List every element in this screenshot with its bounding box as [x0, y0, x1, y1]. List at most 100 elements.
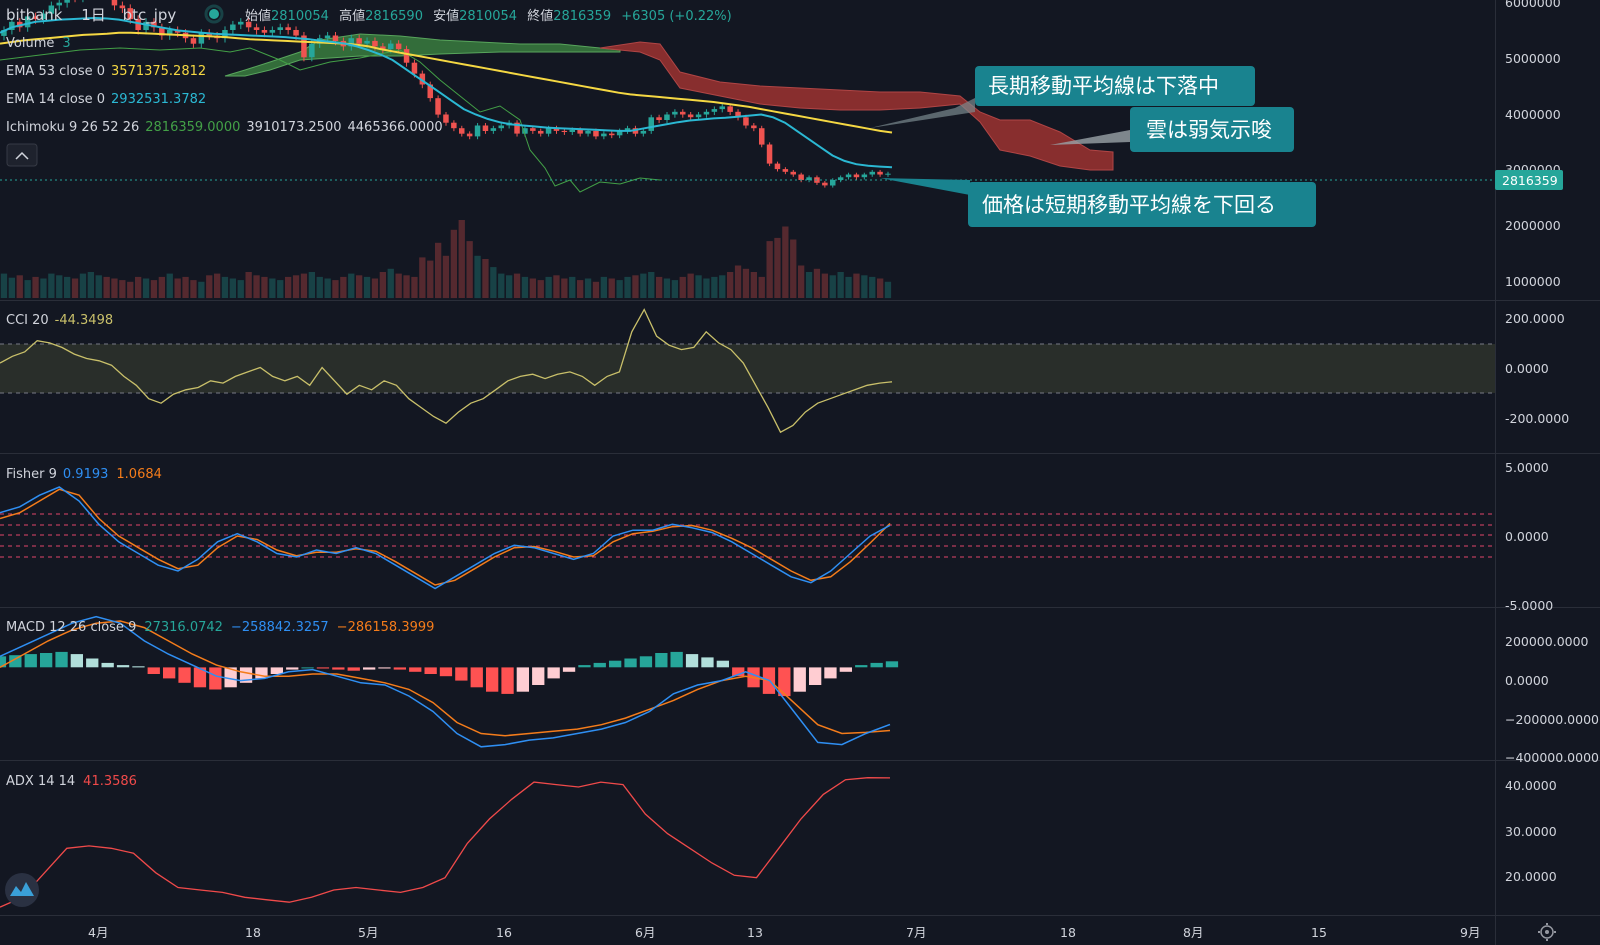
macd-legend[interactable]: MACD 12 26 close 9 27316.0742 −258842.3257…: [6, 620, 434, 635]
volume-bar: [237, 280, 244, 298]
cci-legend[interactable]: CCI 20 -44.3498: [6, 313, 113, 328]
axis-tick-label: 200.0000: [1505, 311, 1565, 326]
price-axis[interactable]: 6000000 5000000 4000000 3000000 2000000 …: [1505, 0, 1561, 289]
tradingview-logo-icon[interactable]: [5, 873, 39, 907]
volume-bar: [750, 272, 757, 298]
candle-body: [743, 117, 749, 126]
annotation-long-ma[interactable]: 長期移動平均線は下落中: [870, 66, 1255, 128]
volume-bar: [64, 276, 71, 298]
volume-bar: [56, 275, 63, 299]
time-axis[interactable]: 4月 18 5月 16 6月 13 7月 18 8月 15 9月: [88, 925, 1480, 940]
adx-legend[interactable]: ADX 14 14 41.3586: [6, 774, 137, 789]
time-tick-label: 16: [496, 925, 512, 940]
time-tick-label: 18: [1060, 925, 1076, 940]
volume-bar: [837, 272, 844, 298]
axis-tick-label: 1000000: [1505, 274, 1561, 289]
volume-bar: [679, 276, 686, 298]
ichimoku-value-2: 3910173.2500: [246, 120, 341, 135]
adx-panel[interactable]: [0, 777, 891, 908]
open-label: 始値: [245, 8, 271, 24]
annotation-cloud[interactable]: 雲は弱気示唆: [1050, 107, 1294, 152]
indicator-legend[interactable]: Volume 3 EMA 53 close 0 3571375.2812 EMA 1…: [6, 36, 443, 135]
fisher-legend[interactable]: Fisher 9 0.9193 1.0684: [6, 467, 162, 482]
adx-axis: 40.0000 30.0000 20.0000: [1505, 778, 1557, 884]
candle-body: [545, 128, 552, 134]
collapse-legend-button[interactable]: [6, 143, 38, 167]
candle-body: [514, 122, 520, 134]
annotation-pointer: [1050, 130, 1130, 145]
macd-histogram-bar: [363, 667, 376, 670]
axis-tick-label: 5.0000: [1505, 460, 1549, 475]
macd-histogram-bar: [316, 667, 330, 669]
svg-text:始値2810054 高値2816590: 始値2810054 高値2816590 安値2810054 終値2816359 …: [245, 8, 732, 24]
candle-body: [719, 106, 725, 110]
symbol[interactable]: btc_jpy: [123, 6, 177, 25]
fisher-panel[interactable]: [0, 486, 1495, 590]
volume-bar: [711, 276, 718, 298]
volume-bar: [285, 276, 292, 298]
volume-bar: [703, 278, 710, 298]
candle-body: [277, 27, 283, 30]
candle-body: [561, 130, 568, 132]
macd-histogram-bar: [624, 658, 637, 668]
fisher-trigger-line: [0, 488, 891, 586]
volume-bar: [663, 278, 671, 298]
volume-bar: [758, 276, 765, 298]
volume-bar: [506, 275, 513, 299]
fisher-value-2: 1.0684: [116, 467, 162, 482]
volume-bar: [458, 220, 465, 298]
candle-body: [380, 46, 386, 50]
candle-body: [40, 13, 47, 20]
annotation-text: 長期移動平均線は下落中: [988, 74, 1219, 98]
volume-bar: [450, 229, 457, 299]
annotation-price[interactable]: 価格は短期移動平均線を下回る: [880, 178, 1316, 227]
candle-body: [593, 130, 599, 137]
time-tick-label: 5月: [358, 925, 378, 940]
volume-bar: [561, 278, 568, 298]
ichimoku-value-3: 4465366.0000: [348, 120, 443, 135]
volume-bar: [221, 276, 229, 298]
axis-tick-label: 0.0000: [1505, 673, 1549, 688]
volume-bar: [348, 273, 355, 298]
candle-body: [238, 21, 244, 25]
price-panel[interactable]: 長期移動平均線は下落中 雲は弱気示唆 価格は短期移動平均線を下回る: [0, 0, 1495, 299]
volume-bar: [853, 273, 860, 298]
candle-body: [301, 35, 307, 58]
candle-body: [198, 32, 205, 44]
candle-body: [577, 129, 583, 134]
volume-bar: [435, 242, 442, 299]
macd-histogram-bar: [732, 667, 745, 677]
macd-histogram-bar: [793, 667, 806, 692]
volume-bar: [150, 280, 158, 298]
ichimoku-label: Ichimoku 9 26 52 26: [6, 120, 139, 135]
macd-histogram-bar: [9, 655, 22, 668]
interval[interactable]: 1日: [81, 6, 106, 24]
volume-bar: [71, 278, 79, 298]
candle-body: [735, 111, 741, 118]
macd-histogram-bar: [286, 667, 299, 670]
candle-body: [885, 173, 891, 175]
candle-body: [356, 38, 362, 44]
candle-body: [135, 19, 141, 30]
ema53-value: 3571375.2812: [111, 64, 206, 79]
volume-bar: [174, 278, 181, 298]
macd-histogram-bar: [86, 658, 99, 668]
market-status-dot: [209, 9, 219, 19]
candle-body: [498, 125, 504, 129]
axis-tick-label: 20.0000: [1505, 869, 1557, 884]
macd-panel[interactable]: [0, 615, 899, 748]
volume-bar: [403, 275, 410, 299]
ema14-value: 2932531.3782: [111, 92, 206, 107]
candle-body: [253, 27, 260, 30]
candle-body: [230, 24, 236, 30]
candle-body: [853, 174, 860, 178]
volume-bar: [648, 272, 655, 298]
settings-gear-icon[interactable]: [1538, 923, 1556, 941]
axis-tick-label: 0.0000: [1505, 529, 1549, 544]
cci-panel[interactable]: [0, 308, 1495, 434]
candle-body: [798, 174, 804, 180]
svg-text:bitbank 1日 btc_jpy: bitbank 1日 btc_jpy: [6, 6, 176, 25]
candle-body: [293, 30, 299, 36]
